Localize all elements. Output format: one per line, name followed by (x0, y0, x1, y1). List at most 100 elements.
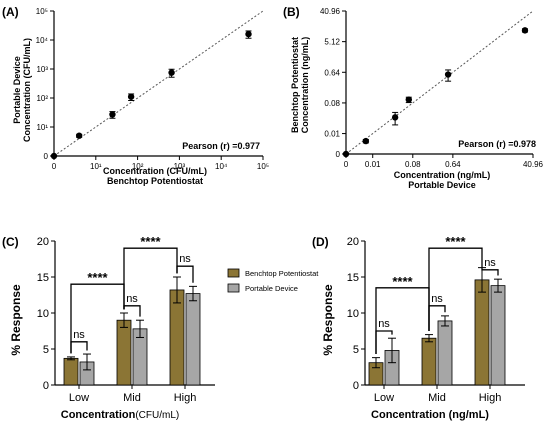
panel-a-xlabel2: Benchtop Potentiostat (107, 176, 203, 186)
panel-b-y-tick-label: 0 (336, 150, 341, 159)
panel-b-data-point (521, 27, 529, 34)
panel-a-fit-line (53, 10, 264, 157)
panel-b-ylabel: Benchtop Potentiostat (290, 37, 300, 133)
panel-a-x-tick-label: 10⁵ (257, 162, 269, 171)
panel-a-y-tick-label: 10² (36, 94, 48, 103)
panel-c-xlabel-main: Concentration (61, 409, 136, 421)
panel-a-data-point (109, 111, 116, 118)
panel-c-y-tick-label: 0 (43, 380, 49, 392)
panel-c-x-tick-label: High (174, 392, 197, 404)
panel-c-significance-bracket (70, 283, 125, 354)
panel-d-significance-bracket (428, 247, 483, 331)
panel-b-fit-line (345, 10, 534, 155)
legend-swatch-benchtop (227, 268, 240, 278)
panel-c-bar (63, 357, 79, 386)
panel-a-xlabel: Concentration (CFU/mL) (103, 166, 207, 176)
panel-a-y-tick-label: 10⁵ (36, 7, 48, 16)
panel-b-y-tick-label: 0.08 (324, 99, 340, 108)
panel-a-ylabel2: Concentration (CFU/mL) (22, 38, 32, 142)
panel-d: (D) % Response Concentration (ng/mL) 0 5 1… (312, 234, 525, 421)
panel-c-significance-bracket (123, 305, 141, 317)
panel-c-bar (185, 293, 201, 386)
panel-b-data-point (444, 71, 452, 78)
panel-c-xlabel: Concentration(CFU/mL) (61, 409, 179, 421)
panel-d-bar (421, 337, 437, 386)
panel-c-y-tick-label: 10 (37, 308, 49, 320)
panel-c: (C) % Response Concentration(CFU/mL) 0 5 1… (2, 234, 215, 421)
panel-d-significance-label: **** (392, 274, 413, 289)
panel-a-data-point (245, 30, 252, 38)
panel-a-y-tick-label: 10⁴ (36, 36, 49, 45)
panel-d-y-tick-label: 0 (353, 380, 359, 392)
panel-a: (A) Portable Device Concentration (CFU/m… (2, 5, 269, 186)
panel-c-x-tick-label: Low (69, 392, 89, 404)
panel-c-x-tick-label: Mid (123, 392, 141, 404)
panel-c-ylabel: % Response (9, 284, 23, 356)
panel-c-bar (116, 319, 132, 386)
panel-d-y-tick-label: 10 (347, 308, 359, 320)
panel-c-bar (169, 289, 185, 386)
legend-swatch-portable (227, 283, 240, 293)
panel-d-x-tick-label: Low (374, 392, 394, 404)
panel-d-ylabel: % Response (321, 284, 335, 356)
panel-b-y-tick-label: 0.64 (324, 68, 340, 77)
panel-b-x-tick-label: 0.08 (405, 160, 421, 169)
panel-d-y-tick-label: 5 (353, 344, 359, 356)
panel-a-y-tick-label: 0 (44, 152, 49, 161)
panel-d-significance-label: ns (484, 257, 496, 269)
panel-b-data-point (362, 137, 370, 145)
panel-b-x-tick-label: 0 (344, 160, 349, 169)
panel-d-y-tick-label: 20 (347, 236, 359, 248)
panel-c-y-tick-label: 5 (43, 344, 49, 356)
panel-b-annotation: Pearson (r) =0.978 (458, 139, 536, 149)
panel-b: (B) Benchtop Potentiostat Concentration … (283, 5, 544, 190)
panel-d-significance-label: ns (378, 318, 390, 330)
panel-b-x-tick-label: 0.64 (445, 160, 461, 169)
panel-a-x-tick-label: 10³ (174, 162, 186, 171)
panel-a-x-tick-label: 10¹ (90, 162, 102, 171)
panel-a-x-tick-label: 10² (132, 162, 144, 171)
panel-b-ylabel2: Concentration (ng/mL) (300, 37, 310, 134)
panel-a-data-point (168, 69, 175, 76)
panel-b-xlabel2: Portable Device (408, 180, 476, 190)
panel-d-significance-label: ns (431, 293, 443, 305)
panel-d-label: (D) (312, 235, 329, 249)
panel-c-y-tick-label: 20 (37, 236, 49, 248)
panel-b-x-tick-label: 40.96 (523, 160, 544, 169)
panel-a-x-tick-label: 0 (52, 162, 57, 171)
panel-d-bar (474, 279, 490, 386)
panel-a-y-tick-label: 10³ (36, 65, 48, 74)
panel-c-significance-label: ns (73, 329, 85, 341)
panel-a-label: (A) (2, 5, 19, 19)
panel-c-significance-label: ns (179, 253, 191, 265)
panel-a-data-point (50, 152, 58, 160)
panel-a-annotation: Pearson (r) =0.977 (182, 141, 260, 151)
panel-b-x-tick-label: 0.01 (365, 160, 381, 169)
panel-b-xlabel: Concentration (ng/mL) (394, 170, 491, 180)
panel-b-data-point (405, 96, 412, 103)
panel-b-data-point (342, 150, 350, 158)
panel-a-y-tick-label: 10¹ (36, 123, 48, 132)
legend-label-portable: Portable Device (245, 284, 298, 293)
panel-c-label: (C) (2, 235, 19, 249)
panel-d-y-tick-label: 15 (347, 272, 359, 284)
panel-c-significance-bracket (176, 265, 194, 283)
panel-d-x-tick-label: Mid (428, 392, 446, 404)
panel-c-significance-label: ns (126, 293, 138, 305)
panel-a-ylabel: Portable Device (12, 56, 22, 124)
panel-b-y-tick-label: 40.96 (320, 7, 341, 16)
panel-b-y-tick-label: 5.12 (324, 38, 340, 47)
panel-a-data-point (127, 93, 135, 100)
legend-label-benchtop: Benchtop Potentiostat (245, 269, 319, 278)
panel-c-significance-bracket (70, 341, 88, 354)
legend: Benchtop Potentiostat Portable Device (227, 268, 319, 293)
panel-a-data-point (75, 132, 83, 139)
panel-d-bar (490, 285, 506, 386)
panel-a-x-tick-label: 10⁴ (215, 162, 228, 171)
panel-b-y-tick-label: 0.01 (324, 130, 340, 139)
panel-c-significance-label: **** (140, 234, 161, 249)
panel-d-xlabel: Concentration (ng/mL) (371, 409, 489, 421)
panel-c-xlabel-unit: (CFU/mL) (135, 410, 179, 421)
panel-c-significance-label: **** (87, 270, 108, 285)
